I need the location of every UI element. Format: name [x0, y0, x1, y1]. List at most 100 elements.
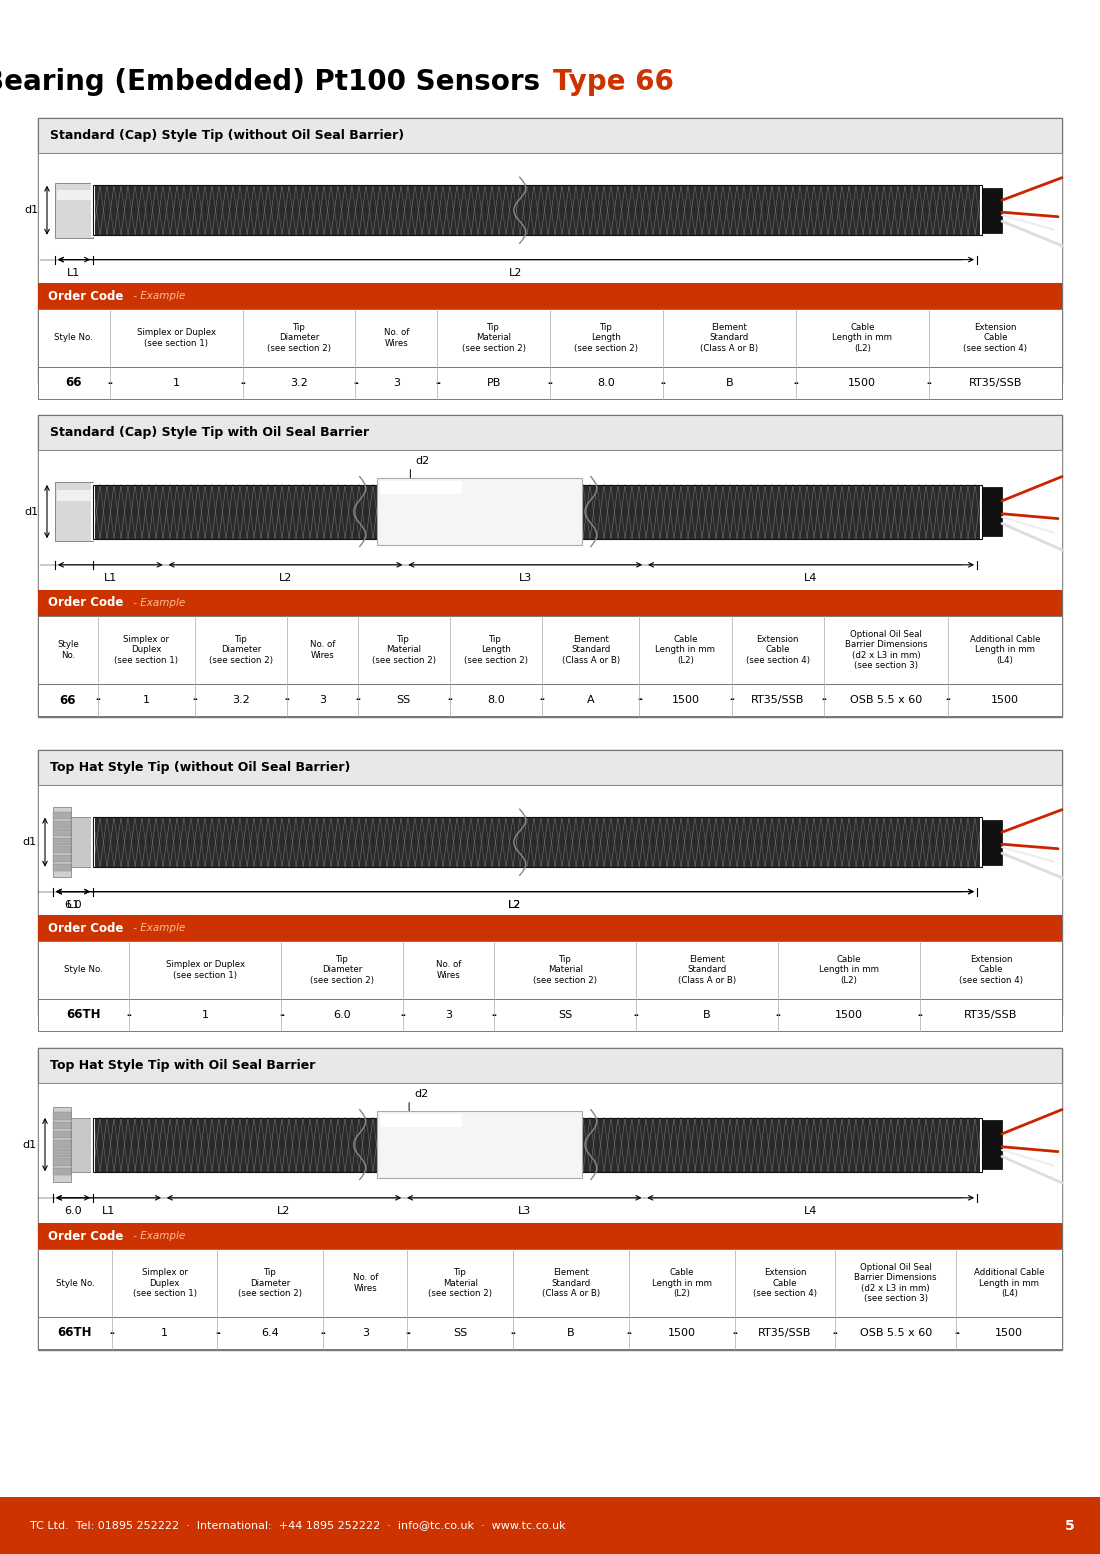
Text: Tip
Diameter
(see section 2): Tip Diameter (see section 2): [267, 323, 331, 353]
Bar: [39, 367, 1062, 399]
Text: d1: d1: [22, 838, 36, 847]
Text: 66: 66: [66, 376, 82, 390]
Text: OSB 5.5 x 60: OSB 5.5 x 60: [850, 695, 922, 706]
Bar: [72, 817, 94, 867]
Text: d1: d1: [22, 1139, 36, 1150]
Text: -: -: [405, 1327, 410, 1340]
Text: RT35/SSB: RT35/SSB: [758, 1329, 812, 1338]
Text: -: -: [355, 693, 360, 707]
Text: Element
Standard
(Class A or B): Element Standard (Class A or B): [562, 636, 619, 665]
Text: OSB 5.5 x 60: OSB 5.5 x 60: [859, 1329, 932, 1338]
Bar: [91, 483, 95, 541]
Text: -: -: [539, 693, 544, 707]
Bar: [91, 1116, 95, 1173]
Bar: [39, 684, 1062, 716]
Text: B: B: [725, 378, 733, 388]
Text: 1: 1: [201, 1010, 209, 1019]
Text: -: -: [548, 376, 552, 390]
Text: RT35/SSB: RT35/SSB: [965, 1010, 1018, 1019]
Bar: [39, 118, 1062, 152]
Text: Additional Cable
Length in mm
(L4): Additional Cable Length in mm (L4): [974, 1268, 1045, 1298]
Text: 3: 3: [362, 1329, 369, 1338]
Text: L2: L2: [508, 900, 521, 909]
Bar: [94, 185, 982, 235]
Text: -: -: [833, 1327, 837, 1340]
Text: L3: L3: [518, 1206, 531, 1215]
Text: Tip
Diameter
(see section 2): Tip Diameter (see section 2): [239, 1268, 302, 1298]
Text: 1: 1: [162, 1329, 168, 1338]
Bar: [39, 591, 1062, 615]
Text: L2: L2: [508, 900, 521, 909]
Text: No. of
Wires: No. of Wires: [436, 960, 461, 979]
Text: - Example: - Example: [130, 291, 185, 301]
Bar: [53, 807, 72, 878]
Bar: [55, 183, 94, 238]
Text: Element
Standard
(Class A or B): Element Standard (Class A or B): [542, 1268, 601, 1298]
Bar: [980, 183, 984, 238]
Text: L1: L1: [103, 573, 117, 583]
Bar: [39, 1249, 1062, 1316]
Bar: [39, 1047, 1062, 1350]
Text: 66TH: 66TH: [57, 1327, 92, 1340]
Bar: [94, 817, 982, 867]
Bar: [94, 485, 982, 539]
Bar: [53, 1113, 72, 1120]
Bar: [982, 1120, 1002, 1169]
Bar: [39, 415, 1062, 451]
Text: -: -: [627, 1327, 631, 1340]
Text: -: -: [946, 693, 950, 707]
Text: Standard (Cap) Style Tip with Oil Seal Barrier: Standard (Cap) Style Tip with Oil Seal B…: [50, 426, 370, 438]
Bar: [982, 819, 1002, 864]
Text: L1: L1: [66, 900, 79, 909]
Text: -: -: [733, 1327, 737, 1340]
Bar: [39, 942, 1062, 999]
Text: L4: L4: [804, 573, 817, 583]
Bar: [39, 283, 1062, 309]
Text: Tip
Diameter
(see section 2): Tip Diameter (see section 2): [310, 956, 374, 985]
Text: 3: 3: [319, 695, 326, 706]
Bar: [55, 482, 94, 541]
Bar: [53, 1131, 72, 1138]
Bar: [53, 1141, 72, 1147]
Bar: [53, 821, 72, 828]
Text: Extension
Cable
(see section 4): Extension Cable (see section 4): [752, 1268, 817, 1298]
Text: No. of
Wires: No. of Wires: [353, 1273, 378, 1293]
Text: PB: PB: [486, 378, 500, 388]
Text: RT35/SSB: RT35/SSB: [751, 695, 804, 706]
Text: L1: L1: [67, 267, 80, 278]
Text: B: B: [568, 1329, 575, 1338]
Bar: [39, 1316, 1062, 1349]
Text: Simplex or
Duplex
(see section 1): Simplex or Duplex (see section 1): [133, 1268, 197, 1298]
Bar: [57, 490, 91, 500]
Bar: [381, 1114, 462, 1127]
Text: -: -: [634, 1009, 639, 1021]
Text: Element
Standard
(Class A or B): Element Standard (Class A or B): [678, 956, 736, 985]
Text: -: -: [926, 376, 932, 390]
Text: -: -: [241, 376, 245, 390]
Bar: [94, 1117, 982, 1172]
Bar: [57, 190, 91, 200]
Text: Top Hat Style Tip with Oil Seal Barrier: Top Hat Style Tip with Oil Seal Barrier: [50, 1058, 316, 1072]
Bar: [91, 816, 95, 869]
Text: 1: 1: [173, 378, 179, 388]
Text: SS: SS: [558, 1010, 572, 1019]
Text: -: -: [400, 1009, 406, 1021]
Bar: [94, 185, 982, 235]
Text: Cable
Length in mm
(L2): Cable Length in mm (L2): [652, 1268, 712, 1298]
Bar: [53, 830, 72, 836]
Text: -: -: [192, 693, 198, 707]
Text: Tip
Diameter
(see section 2): Tip Diameter (see section 2): [209, 636, 273, 665]
Text: -: -: [107, 376, 112, 390]
Bar: [53, 855, 72, 862]
Text: Cable
Length in mm
(L2): Cable Length in mm (L2): [820, 956, 879, 985]
Text: -: -: [279, 1009, 284, 1021]
Text: Tip
Material
(see section 2): Tip Material (see section 2): [462, 323, 526, 353]
Text: RT35/SSB: RT35/SSB: [969, 378, 1022, 388]
Text: -: -: [110, 1327, 114, 1340]
Bar: [39, 1047, 1062, 1083]
Text: Extension
Cable
(see section 4): Extension Cable (see section 4): [746, 636, 810, 665]
Text: L2: L2: [277, 1206, 290, 1215]
Text: Order Code: Order Code: [48, 289, 123, 303]
Text: 8.0: 8.0: [487, 695, 505, 706]
Text: 1500: 1500: [848, 378, 877, 388]
